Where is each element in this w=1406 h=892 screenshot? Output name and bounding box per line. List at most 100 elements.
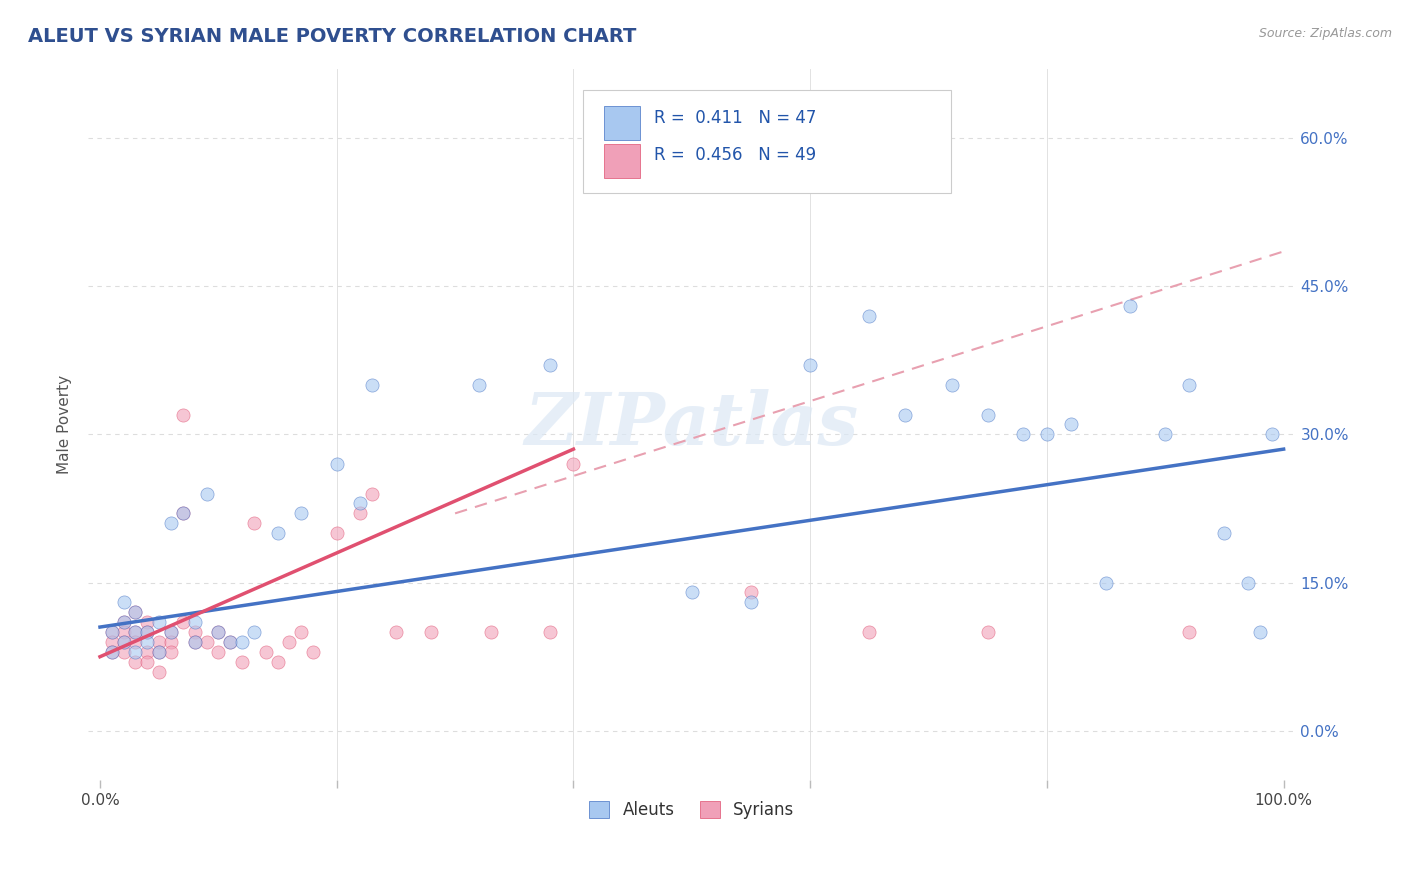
- Point: [325, 457, 347, 471]
- Point: [681, 585, 703, 599]
- Point: [1154, 427, 1177, 442]
- Point: [101, 625, 124, 640]
- Text: ALEUT VS SYRIAN MALE POVERTY CORRELATION CHART: ALEUT VS SYRIAN MALE POVERTY CORRELATION…: [28, 27, 637, 45]
- Point: [136, 625, 159, 640]
- Point: [136, 655, 159, 669]
- Point: [1213, 526, 1236, 541]
- Point: [148, 635, 170, 649]
- Point: [207, 625, 229, 640]
- Point: [266, 655, 288, 669]
- Point: [219, 635, 242, 649]
- Point: [124, 625, 146, 640]
- Point: [124, 655, 146, 669]
- Point: [172, 408, 194, 422]
- Point: [160, 645, 183, 659]
- Point: [1036, 427, 1059, 442]
- Point: [538, 625, 561, 640]
- Point: [1059, 417, 1081, 432]
- Point: [420, 625, 443, 640]
- Y-axis label: Male Poverty: Male Poverty: [58, 375, 72, 474]
- Point: [278, 635, 301, 649]
- Point: [325, 526, 347, 541]
- Point: [101, 625, 124, 640]
- Point: [124, 635, 146, 649]
- Text: R =  0.411   N = 47: R = 0.411 N = 47: [654, 109, 817, 127]
- Point: [183, 635, 205, 649]
- Point: [1178, 625, 1201, 640]
- Point: [740, 585, 762, 599]
- Point: [207, 625, 229, 640]
- Text: Source: ZipAtlas.com: Source: ZipAtlas.com: [1258, 27, 1392, 40]
- Point: [136, 625, 159, 640]
- Point: [183, 615, 205, 629]
- Point: [148, 665, 170, 679]
- Point: [302, 645, 325, 659]
- Point: [538, 358, 561, 372]
- Point: [207, 645, 229, 659]
- Point: [124, 645, 146, 659]
- Point: [468, 377, 491, 392]
- Point: [112, 595, 135, 609]
- Text: R =  0.456   N = 49: R = 0.456 N = 49: [654, 146, 817, 164]
- Point: [1012, 427, 1035, 442]
- Point: [112, 635, 135, 649]
- Point: [195, 486, 218, 500]
- Point: [243, 625, 266, 640]
- Point: [740, 595, 762, 609]
- Point: [101, 645, 124, 659]
- Point: [124, 605, 146, 619]
- Point: [231, 635, 253, 649]
- Point: [172, 507, 194, 521]
- Point: [290, 625, 312, 640]
- Point: [112, 635, 135, 649]
- Point: [101, 645, 124, 659]
- Point: [479, 625, 502, 640]
- Point: [136, 635, 159, 649]
- Point: [858, 625, 880, 640]
- Point: [172, 615, 194, 629]
- Point: [385, 625, 408, 640]
- Point: [231, 655, 253, 669]
- Point: [112, 625, 135, 640]
- Point: [172, 507, 194, 521]
- Text: ZIPatlas: ZIPatlas: [524, 389, 859, 460]
- Point: [112, 645, 135, 659]
- Point: [976, 408, 998, 422]
- Point: [160, 635, 183, 649]
- Point: [290, 507, 312, 521]
- Point: [219, 635, 242, 649]
- Point: [243, 516, 266, 531]
- Point: [361, 377, 384, 392]
- Point: [858, 309, 880, 323]
- Point: [124, 605, 146, 619]
- Point: [160, 516, 183, 531]
- Legend: Aleuts, Syrians: Aleuts, Syrians: [582, 794, 801, 825]
- Point: [254, 645, 277, 659]
- Point: [160, 625, 183, 640]
- FancyBboxPatch shape: [603, 144, 640, 178]
- Point: [361, 486, 384, 500]
- Point: [124, 625, 146, 640]
- Point: [183, 625, 205, 640]
- Point: [195, 635, 218, 649]
- Point: [976, 625, 998, 640]
- Point: [183, 635, 205, 649]
- Point: [1095, 575, 1118, 590]
- FancyBboxPatch shape: [603, 106, 640, 140]
- Point: [1119, 299, 1142, 313]
- Point: [112, 615, 135, 629]
- Point: [101, 635, 124, 649]
- Point: [136, 615, 159, 629]
- Point: [1237, 575, 1260, 590]
- Point: [1178, 377, 1201, 392]
- Point: [1261, 427, 1284, 442]
- Point: [148, 645, 170, 659]
- Point: [136, 645, 159, 659]
- Point: [112, 615, 135, 629]
- Point: [799, 358, 821, 372]
- Point: [894, 408, 917, 422]
- Point: [941, 377, 963, 392]
- Point: [148, 645, 170, 659]
- Point: [266, 526, 288, 541]
- Point: [349, 496, 371, 510]
